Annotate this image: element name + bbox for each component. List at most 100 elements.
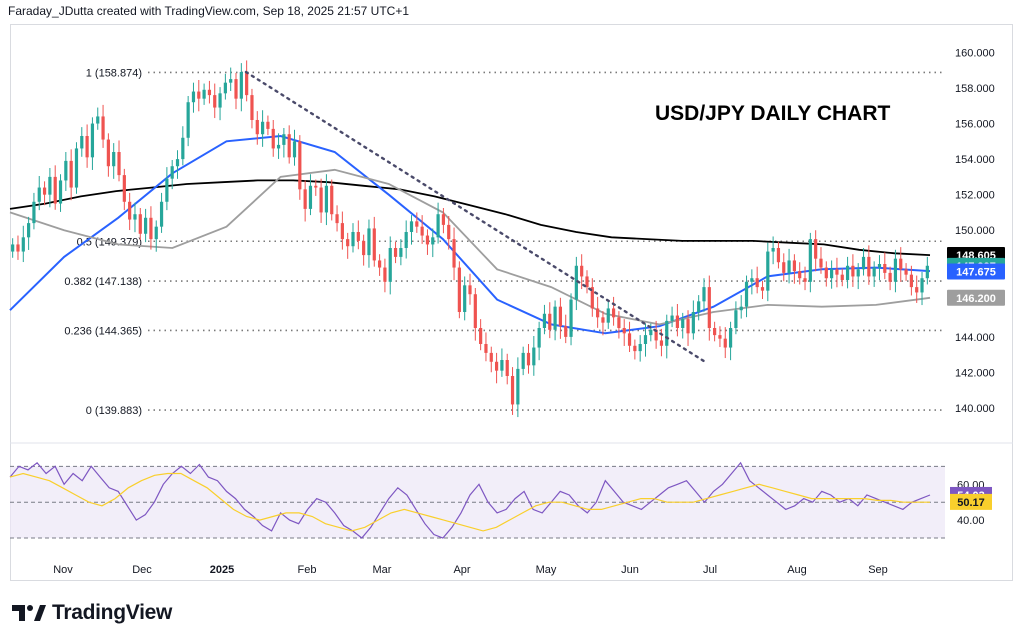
candle-body <box>74 148 79 188</box>
candle-body <box>239 72 243 99</box>
moving-average-line-1 <box>9 179 931 256</box>
candle-body <box>904 269 908 275</box>
candle-body <box>181 137 185 160</box>
candle-body <box>606 308 610 323</box>
price-badge <box>947 289 1005 306</box>
candle-body <box>835 269 839 275</box>
x-tick-label: Sep <box>868 564 888 576</box>
trendline <box>244 70 707 363</box>
candle-body <box>601 317 605 323</box>
candle-body <box>739 306 743 311</box>
candle-body <box>750 278 754 282</box>
candle-body <box>649 329 653 336</box>
candle-body <box>659 340 664 346</box>
candle-body <box>830 269 834 279</box>
candle-body <box>261 121 265 135</box>
x-tick-label: Feb <box>298 564 317 576</box>
candle-body <box>276 144 281 149</box>
chart-attribution: Faraday_JDutta created with TradingView.… <box>8 4 410 18</box>
candle-body <box>101 116 105 140</box>
candle-body <box>42 187 47 195</box>
y-tick-label: 150.000 <box>955 225 995 237</box>
chart-title: USD/JPY DAILY CHART <box>655 102 891 125</box>
candle-body <box>298 141 302 190</box>
rsi-ma-line <box>9 472 930 532</box>
candle-body <box>707 287 711 328</box>
candle-body <box>681 319 685 328</box>
candle-body <box>819 258 823 268</box>
candle-body <box>409 221 414 232</box>
candle-body <box>362 240 366 256</box>
candle-body <box>686 319 690 334</box>
candle-body <box>888 272 892 282</box>
candle-body <box>388 248 392 282</box>
candle-body <box>824 267 828 279</box>
candle-body <box>234 79 238 99</box>
candle-body <box>787 260 791 273</box>
fib-level-label: 0 (139.883) <box>86 405 142 417</box>
candle-body <box>697 301 701 312</box>
candle-body <box>250 95 254 120</box>
candle-body <box>377 260 382 268</box>
candle-body <box>479 328 483 344</box>
candle-body <box>112 152 116 167</box>
candle-body <box>627 333 632 346</box>
candle-body <box>590 287 594 309</box>
price-badge <box>947 263 1005 280</box>
candle-body <box>798 271 802 279</box>
candle-body <box>197 91 201 99</box>
y-tick-label: 156.000 <box>955 119 995 131</box>
fib-level-label: 0.236 (144.365) <box>64 325 142 337</box>
candle-body <box>144 217 148 234</box>
candle-body <box>324 185 329 213</box>
candle-body <box>399 248 403 257</box>
x-tick-label: Apr <box>453 564 470 576</box>
candle-body <box>734 310 738 328</box>
candle-body <box>500 360 504 371</box>
tradingview-logo[interactable]: TradingView <box>12 600 172 626</box>
candle-body <box>925 265 929 279</box>
candle-body <box>335 214 339 224</box>
candle-body <box>96 116 100 124</box>
candle-body <box>48 176 52 195</box>
candle-body <box>558 306 563 327</box>
tradingview-logo-text: TradingView <box>52 601 173 624</box>
candle-body <box>149 217 153 240</box>
candle-body <box>861 256 866 270</box>
candle-body <box>106 139 110 167</box>
candle-body <box>122 175 126 202</box>
candle-body <box>218 93 222 108</box>
candle-body <box>457 267 461 312</box>
tradingview-logo-icon <box>12 605 46 621</box>
candle-body <box>372 228 376 261</box>
candle-body <box>330 185 334 215</box>
candle-body <box>223 82 227 94</box>
candle-body <box>90 123 95 158</box>
candle-body <box>484 344 488 353</box>
chart-frame <box>10 24 1013 581</box>
candle-body <box>32 201 36 224</box>
candle-body <box>665 320 669 346</box>
candle-body <box>117 152 121 176</box>
rsi-badge-label: 50.17 <box>957 497 985 509</box>
fib-level-label: 0.382 (147.138) <box>64 276 142 288</box>
candle-body <box>473 294 477 328</box>
candle-body <box>510 376 515 405</box>
candle-body <box>845 265 850 280</box>
candle-body <box>675 315 679 328</box>
candle-body <box>80 136 84 149</box>
candle-body <box>814 239 818 259</box>
y-tick-label: 142.000 <box>955 367 995 379</box>
candle-body <box>728 328 733 348</box>
candle-body <box>766 251 770 291</box>
candle-body <box>138 214 142 234</box>
candle-body <box>393 248 398 257</box>
candle-body <box>643 335 648 344</box>
candle-body <box>383 267 387 282</box>
candle-body <box>245 72 249 96</box>
candle-body <box>452 239 456 268</box>
candle-body <box>585 276 589 288</box>
candle-body <box>159 201 164 227</box>
y-tick-label: 152.000 <box>955 190 995 202</box>
